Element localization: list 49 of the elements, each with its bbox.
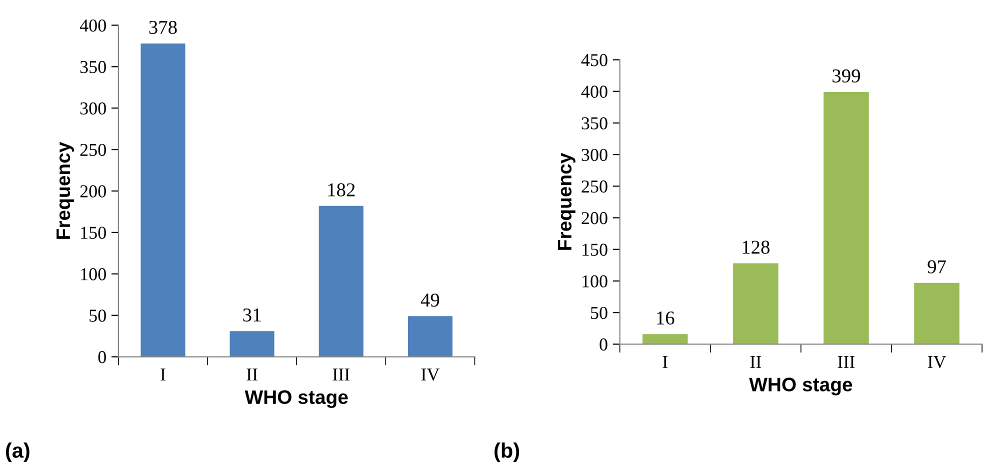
data-label: 378 bbox=[149, 20, 177, 34]
y-axis-title: Frequency bbox=[56, 142, 74, 239]
text: (b) bbox=[494, 442, 520, 462]
bar bbox=[408, 316, 452, 357]
x-tick-label: II bbox=[246, 368, 258, 380]
bar bbox=[733, 263, 778, 344]
x-tick-label: IV bbox=[421, 368, 440, 381]
bar bbox=[140, 43, 186, 357]
bar bbox=[318, 206, 364, 357]
data-label: 128 bbox=[742, 240, 770, 254]
text: (a) bbox=[6, 442, 30, 462]
bar bbox=[824, 92, 869, 344]
y-tick-label: 200 bbox=[582, 212, 608, 224]
y-tick-label: 100 bbox=[81, 268, 106, 280]
x-tick-label: II bbox=[750, 356, 762, 368]
bar bbox=[230, 331, 274, 357]
y-tick-label: 0 bbox=[600, 338, 608, 351]
bar bbox=[914, 282, 960, 344]
y-axis-title: Frequency bbox=[558, 152, 576, 250]
y-tick-label: 350 bbox=[582, 117, 608, 130]
x-tick-label: I bbox=[662, 356, 668, 368]
y-tick-label: 50 bbox=[591, 306, 608, 320]
x-tick-label: III bbox=[838, 356, 855, 368]
y-tick-label: 300 bbox=[80, 102, 106, 115]
x-tick-label: I bbox=[160, 368, 166, 380]
data-label: 16 bbox=[657, 311, 674, 325]
y-tick-label: 450 bbox=[581, 54, 608, 66]
data-label: 182 bbox=[328, 183, 355, 196]
data-label: 399 bbox=[832, 69, 860, 83]
y-tick-label: 0 bbox=[98, 351, 106, 364]
x-axis-title: WHO stage bbox=[244, 390, 348, 408]
data-label: 97 bbox=[928, 260, 946, 274]
y-tick-label: 400 bbox=[581, 86, 608, 98]
y-tick-label: 300 bbox=[582, 148, 608, 162]
y-tick-label: 350 bbox=[80, 60, 106, 74]
data-label: 49 bbox=[420, 294, 440, 307]
y-tick-label: 200 bbox=[80, 185, 106, 198]
y-tick-label: 250 bbox=[80, 144, 106, 156]
data-label: 31 bbox=[243, 308, 261, 322]
x-tick-label: III bbox=[332, 368, 350, 380]
y-tick-label: 100 bbox=[582, 275, 608, 288]
bar bbox=[642, 334, 688, 344]
x-axis-title: WHO stage bbox=[749, 378, 852, 396]
y-tick-label: 150 bbox=[582, 244, 608, 256]
y-tick-label: 400 bbox=[80, 19, 106, 32]
y-tick-label: 250 bbox=[582, 180, 608, 193]
x-tick-label: IV bbox=[928, 356, 946, 368]
y-tick-label: 150 bbox=[81, 226, 106, 239]
y-tick-label: 50 bbox=[90, 310, 106, 322]
